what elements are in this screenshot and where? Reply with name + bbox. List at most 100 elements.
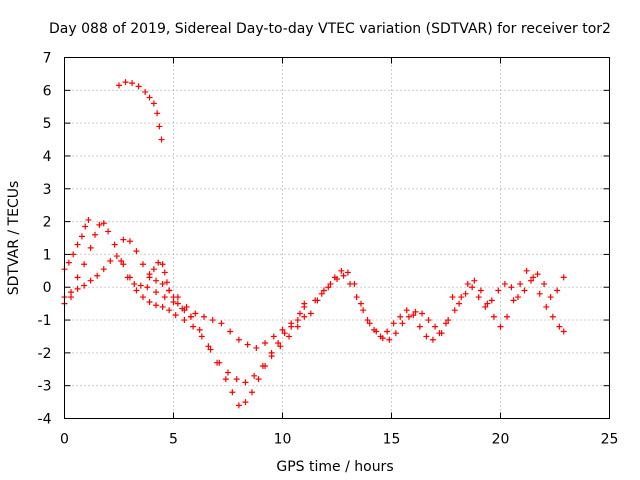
data-point — [153, 289, 160, 296]
data-point — [158, 136, 165, 143]
data-point — [259, 362, 266, 369]
data-point — [222, 376, 229, 383]
y-tick-label: 3 — [43, 182, 52, 198]
data-point — [403, 307, 410, 314]
data-point — [445, 317, 452, 324]
y-tick-labels: -4 -3 -2 -1 0 1 2 3 4 5 6 7 — [38, 51, 52, 428]
data-point — [281, 330, 288, 337]
data-point — [469, 284, 476, 291]
grid — [64, 57, 610, 419]
data-point — [65, 259, 72, 266]
data-point — [74, 274, 81, 281]
data-point — [364, 317, 371, 324]
data-point — [429, 336, 436, 343]
data-point — [137, 282, 144, 289]
data-point — [497, 323, 504, 330]
data-point — [198, 333, 205, 340]
data-point — [340, 272, 347, 279]
data-point — [279, 326, 286, 333]
data-point — [82, 223, 89, 230]
data-point — [436, 330, 443, 337]
data-point — [146, 298, 153, 305]
data-point — [172, 312, 179, 319]
data-point — [218, 320, 225, 327]
y-tick-label: -3 — [38, 379, 52, 395]
data-point — [397, 313, 404, 320]
data-point — [360, 307, 367, 314]
data-point — [159, 261, 166, 268]
plot-frame — [64, 57, 610, 419]
data-point — [146, 274, 153, 281]
data-point — [543, 303, 550, 310]
data-point — [209, 317, 216, 324]
data-point — [386, 336, 393, 343]
data-point — [482, 303, 489, 310]
data-point — [541, 280, 548, 287]
data-point — [301, 300, 308, 307]
data-point — [150, 100, 157, 107]
data-point — [107, 257, 114, 264]
data-point — [377, 333, 384, 340]
data-point — [451, 307, 458, 314]
data-point — [288, 320, 295, 327]
data-point — [262, 340, 269, 347]
data-point — [488, 297, 495, 304]
data-point — [216, 359, 223, 366]
data-point — [399, 320, 406, 327]
data-point — [87, 277, 94, 284]
data-point — [344, 269, 351, 276]
data-point — [161, 294, 168, 301]
series-arc-9 — [445, 267, 567, 335]
data-point — [275, 340, 282, 347]
x-tick-label: 10 — [274, 432, 292, 448]
series-arc-6 — [146, 259, 194, 320]
data-point — [126, 238, 133, 245]
data-point — [456, 300, 463, 307]
data-point — [100, 220, 107, 227]
data-point — [554, 287, 561, 294]
data-point — [85, 216, 92, 223]
data-point — [462, 290, 469, 297]
data-point — [432, 323, 439, 330]
data-point — [133, 248, 140, 255]
data-point — [484, 300, 491, 307]
data-point — [190, 323, 197, 330]
data-point — [277, 343, 284, 350]
data-point — [331, 274, 338, 281]
data-point — [449, 294, 456, 301]
data-point — [471, 277, 478, 284]
x-tick-label: 15 — [383, 432, 401, 448]
y-tick-label: 5 — [43, 116, 52, 132]
data-point — [96, 221, 103, 228]
series-arc-4 — [61, 253, 308, 386]
data-point — [495, 287, 502, 294]
y-tick-label: -2 — [38, 346, 52, 362]
data-point — [205, 343, 212, 350]
data-point — [318, 290, 325, 297]
data-point — [366, 320, 373, 327]
data-point — [154, 110, 161, 117]
data-point — [536, 290, 543, 297]
series-arc-3 — [61, 220, 308, 409]
data-point — [320, 287, 327, 294]
data-point — [405, 313, 412, 320]
x-tick-label: 20 — [492, 432, 510, 448]
data-point — [521, 287, 528, 294]
data-point — [242, 399, 249, 406]
data-point — [528, 277, 535, 284]
data-point — [207, 346, 214, 353]
data-point — [508, 284, 515, 291]
data-point — [410, 312, 417, 319]
data-point — [156, 123, 163, 130]
data-point — [301, 313, 308, 320]
data-point — [490, 313, 497, 320]
data-point — [227, 328, 234, 335]
y-tick-label: -4 — [38, 412, 52, 428]
y-tick-label: 4 — [43, 149, 52, 165]
data-point — [338, 267, 345, 274]
series-arc-1 — [116, 79, 165, 143]
data-point — [111, 241, 118, 248]
data-point — [242, 379, 249, 386]
data-point — [425, 317, 432, 324]
